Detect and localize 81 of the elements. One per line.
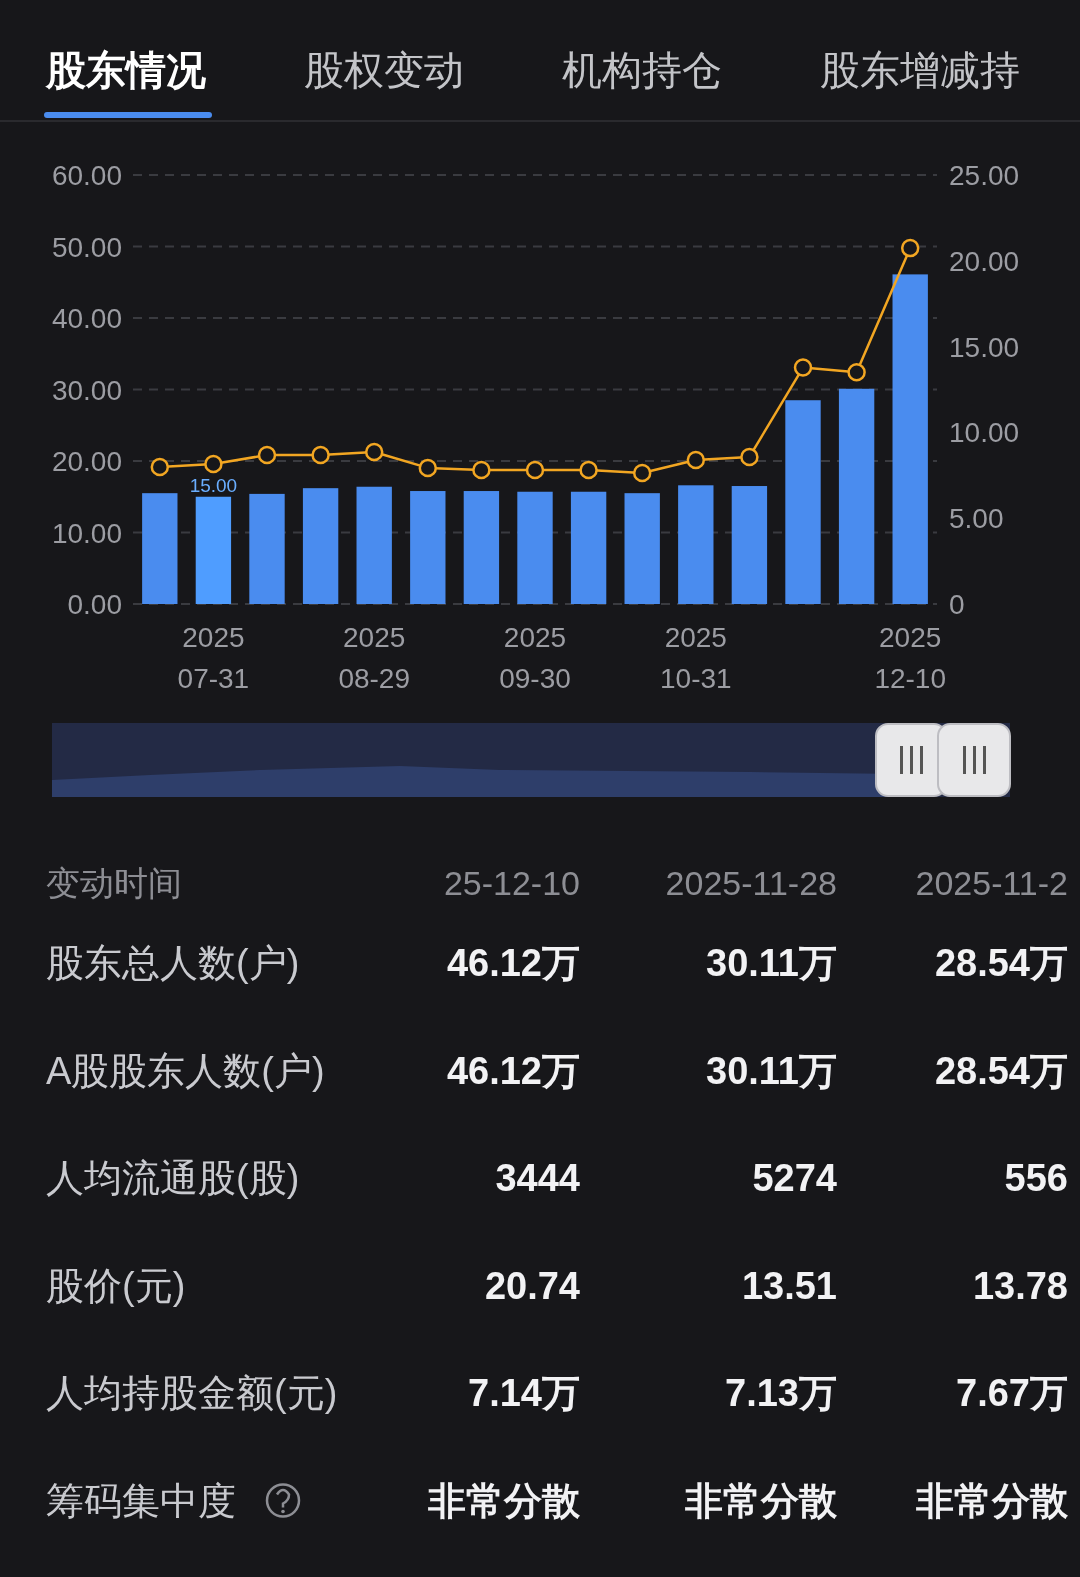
category-label: A股股东人数(户)	[46, 1049, 325, 1092]
point	[418, 458, 438, 478]
y2-tick-label: 10.00	[949, 417, 1020, 449]
bar	[838, 388, 875, 604]
bar	[678, 485, 714, 604]
point	[150, 457, 170, 477]
text: 股东情况	[45, 48, 206, 92]
point	[686, 450, 706, 470]
x-tick-label: 2025 10-31	[659, 622, 732, 694]
x-tick-label: 2025 09-30	[499, 622, 571, 694]
bar	[249, 493, 285, 604]
y2-tick-label: 0	[949, 589, 965, 620]
point	[311, 445, 330, 465]
point	[257, 445, 277, 465]
text: 3444	[495, 1157, 580, 1199]
x-tick-label: 2025 12-10	[874, 622, 947, 694]
category-label: 变动时间	[46, 864, 182, 902]
y-tick-label: 0.00	[67, 589, 122, 620]
bar	[302, 488, 339, 604]
category-label: 股价(元)	[46, 1264, 186, 1307]
category-label: 25-12-10	[443, 864, 580, 902]
bar	[463, 491, 500, 604]
text: 非常分散	[428, 1479, 580, 1522]
point	[579, 460, 598, 480]
text: 28.54万	[934, 1049, 1068, 1092]
bar	[731, 486, 768, 604]
point	[740, 447, 759, 467]
text: 46.12万	[446, 1049, 580, 1092]
category-label: 股东总人数(户)	[46, 942, 300, 984]
y-tick-label: 60.00	[51, 160, 122, 191]
bar	[570, 491, 607, 604]
y-tick-label: 30.00	[51, 374, 122, 406]
category-label: 人均持股金额(元)	[46, 1372, 338, 1414]
y2-tick-label: 25.00	[949, 160, 1020, 191]
text: 7.13万	[725, 1372, 837, 1414]
text: 556	[1004, 1157, 1068, 1199]
text: 30.11万	[706, 942, 837, 984]
text: 5274	[752, 1157, 837, 1199]
y2-tick-label: 15.00	[949, 331, 1020, 363]
text: 7.67万	[956, 1372, 1068, 1414]
point	[793, 358, 813, 377]
text: 机构持仓	[562, 48, 722, 92]
x-tick-label: 2025 08-29	[338, 622, 411, 694]
point	[847, 362, 866, 382]
text: 30.11万	[706, 1049, 837, 1092]
text: 7.14万	[468, 1372, 580, 1414]
bar	[410, 491, 446, 604]
category-label: 2025-11-2	[915, 864, 1068, 902]
text: 28.54万	[934, 942, 1068, 984]
point	[525, 460, 545, 480]
text: 13.78	[972, 1264, 1068, 1307]
point	[364, 442, 384, 462]
data-label: 15.00	[189, 474, 238, 496]
bar	[195, 496, 232, 604]
category-label: 筹码集中度	[46, 1479, 236, 1522]
y-tick-label: 20.00	[51, 446, 122, 477]
text: 非常分散	[916, 1479, 1068, 1522]
point	[472, 460, 491, 480]
x-tick-label: 2025 07-31	[177, 622, 250, 694]
y-tick-label: 10.00	[51, 517, 122, 549]
bar	[892, 274, 928, 604]
bar	[624, 493, 660, 604]
text: 非常分散	[685, 1479, 837, 1522]
y-tick-label: 50.00	[51, 231, 122, 263]
point	[204, 454, 223, 474]
y2-tick-label: 5.00	[949, 503, 1004, 535]
y-tick-label: 40.00	[51, 303, 122, 334]
text: 13.51	[741, 1264, 837, 1307]
text: 46.12万	[446, 942, 580, 984]
bar	[517, 491, 553, 604]
bar	[142, 493, 178, 604]
point	[632, 463, 652, 483]
category-label: 2025-11-28	[665, 864, 837, 902]
text: 股东增减持	[820, 48, 1020, 92]
category-label: 人均流通股(股)	[46, 1157, 300, 1199]
text: 20.74	[484, 1264, 580, 1307]
bar	[356, 486, 392, 604]
text: 股权变动	[304, 48, 464, 92]
point	[900, 238, 920, 258]
y2-tick-label: 20.00	[949, 245, 1020, 277]
bar	[785, 400, 821, 604]
